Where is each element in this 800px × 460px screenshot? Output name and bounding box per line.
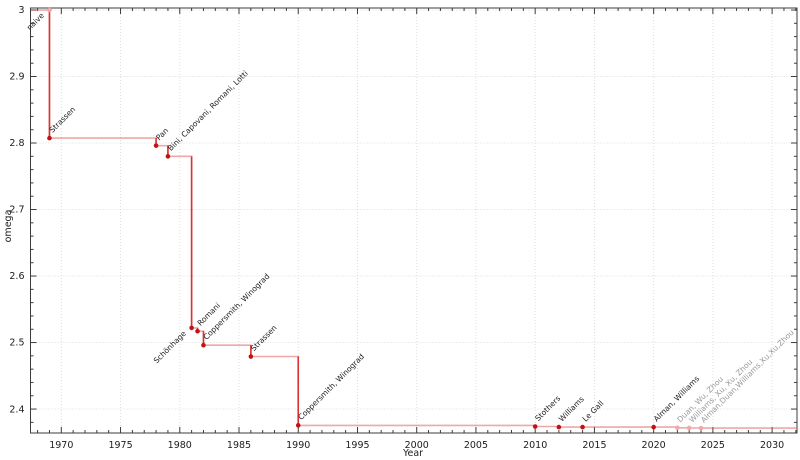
data-point-marker bbox=[248, 354, 254, 359]
data-point-marker bbox=[532, 424, 538, 429]
data-point-marker bbox=[686, 425, 692, 431]
plot-frame bbox=[30, 7, 798, 434]
tick-label-layer: 1970 1975 1980 1985 1990 1995 2000 2005 2010 2015… bbox=[9, 5, 784, 451]
data-point-marker bbox=[295, 423, 301, 428]
data-point-marker bbox=[580, 424, 585, 430]
point-annotation: Le Gall bbox=[581, 399, 606, 424]
y-tick-label: 2.4 bbox=[9, 404, 24, 415]
data-point-marker bbox=[651, 424, 656, 430]
point-annotation: Williams, Xu, Xu, Zhou bbox=[687, 357, 754, 424]
y-tick-label: 2.5 bbox=[9, 338, 24, 349]
y-tick-label: 3 bbox=[18, 5, 24, 16]
grid-layer bbox=[30, 8, 797, 433]
x-tick-label: 2000 bbox=[405, 440, 429, 451]
point-annotation: naive bbox=[25, 11, 46, 32]
point-annotation: Coppersmith, Winograd bbox=[296, 352, 366, 422]
y-axis-title: omega bbox=[3, 210, 14, 243]
data-point-marker bbox=[556, 424, 562, 430]
y-tick-label: 2.8 bbox=[9, 138, 24, 149]
x-tick-label: 1990 bbox=[286, 440, 310, 451]
point-annotation: Alman,Duan,Williams,Xu,Xu,Zhou bbox=[699, 328, 796, 425]
y-tick-label: 2.6 bbox=[9, 271, 24, 282]
data-point-marker bbox=[675, 425, 680, 431]
x-tick-label: 2010 bbox=[523, 440, 547, 451]
data-point-marker bbox=[47, 135, 52, 141]
data-point-marker bbox=[201, 342, 206, 348]
series-layer bbox=[30, 7, 797, 431]
point-annotation: Schönhage bbox=[152, 329, 188, 365]
data-point-marker bbox=[189, 325, 194, 331]
data-point-marker bbox=[165, 154, 171, 159]
x-tick-label: 1980 bbox=[168, 440, 192, 451]
y-tick-label: 2.7 bbox=[9, 205, 24, 216]
point-annotation: Strassen bbox=[249, 323, 279, 353]
x-tick-label: 2015 bbox=[582, 440, 606, 451]
point-annotation: Bini, Capovani, Romani, Lotti bbox=[166, 69, 250, 153]
data-point-marker bbox=[47, 7, 52, 13]
x-axis-title: Year bbox=[402, 448, 423, 459]
x-tick-label: 1975 bbox=[108, 440, 132, 451]
data-point-marker bbox=[195, 328, 200, 334]
point-annotation: Strassen bbox=[48, 105, 78, 135]
y-tick-label: 2.9 bbox=[9, 72, 24, 83]
data-point-marker bbox=[153, 143, 159, 148]
axes-frame-layer bbox=[30, 7, 798, 434]
x-tick-label: 2030 bbox=[760, 440, 784, 451]
x-tick-label: 2025 bbox=[701, 440, 725, 451]
x-tick-label: 2005 bbox=[464, 440, 488, 451]
x-tick-label: 1970 bbox=[49, 440, 73, 451]
x-tick-label: 1995 bbox=[345, 440, 369, 451]
data-point-marker bbox=[698, 425, 704, 431]
x-tick-label: 1985 bbox=[227, 440, 251, 451]
x-tick-label: 2020 bbox=[642, 440, 666, 451]
omega-step-line bbox=[30, 9, 797, 429]
